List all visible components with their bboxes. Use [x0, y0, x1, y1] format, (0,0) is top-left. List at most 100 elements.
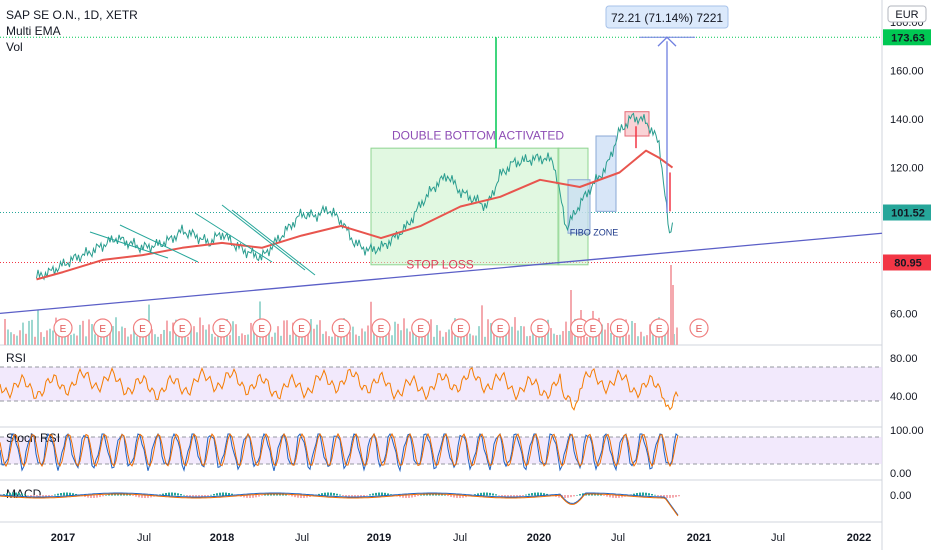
macd-hist-bar: [252, 495, 254, 498]
macd-hist-bar: [201, 495, 203, 498]
earnings-marker: [331, 318, 351, 338]
macd-hist-bar: [33, 495, 35, 498]
volume-bar: [202, 325, 204, 345]
volume-bar: [361, 328, 363, 345]
volume-bar: [205, 329, 207, 345]
earnings-marker: [252, 318, 272, 338]
macd-hist-bar: [96, 495, 98, 498]
volume-bar: [265, 329, 267, 345]
price-label-box: [883, 254, 931, 271]
macd-hist-bar: [540, 492, 542, 496]
macd-hist-bar: [378, 492, 380, 496]
macd-hist-bar: [333, 493, 335, 496]
earnings-marker-label: E: [457, 324, 464, 335]
volume-bar: [517, 330, 519, 345]
macd-hist-bar: [258, 495, 260, 497]
earnings-marker-label: E: [60, 324, 67, 335]
grid: [0, 0, 883, 550]
macd-hist-bar: [657, 495, 659, 497]
volume-bar: [529, 335, 531, 345]
volume-bar: [451, 331, 453, 345]
volume-bar: [76, 335, 78, 345]
volume-bar: [304, 331, 306, 345]
volume-bar: [433, 336, 435, 345]
macd-hist-bar: [357, 495, 359, 498]
stop-loss-label: STOP LOSS: [406, 257, 474, 271]
volume-bar: [595, 332, 597, 345]
macd-hist-bar: [366, 495, 368, 496]
macd-hist-bar: [294, 495, 296, 498]
volume-bar: [136, 336, 138, 345]
volume-bar: [220, 333, 222, 345]
macd-hist-bar: [363, 495, 365, 497]
price-line: [36, 112, 673, 281]
macd-hist-bar: [171, 492, 173, 496]
macd-hist-bar: [384, 492, 386, 496]
macd-y-tick: 0.00: [890, 490, 911, 502]
macd-hist-bar: [348, 495, 350, 498]
macd-hist-bar: [672, 495, 674, 498]
macd-hist-bar: [162, 493, 164, 496]
volume-bar: [292, 322, 294, 345]
volume-bar: [526, 336, 528, 345]
volume-bar: [331, 336, 333, 345]
macd-hist-bar: [639, 492, 641, 496]
macd-hist-bar: [141, 495, 143, 498]
earnings-marker-label: E: [139, 324, 146, 335]
volume-bar: [316, 324, 318, 345]
earnings-marker-label: E: [656, 324, 663, 335]
volume-bar: [568, 330, 570, 345]
volume-bar: [325, 331, 327, 345]
volume-bar: [562, 331, 564, 345]
volume-bar: [43, 336, 45, 345]
volume-bar: [88, 319, 90, 345]
volume-bar: [589, 330, 591, 345]
macd-hist-bar: [606, 495, 608, 497]
volume-bar: [31, 319, 33, 345]
macd-hist-bar: [249, 495, 251, 498]
volume-bar: [535, 336, 537, 345]
volume-bar: [436, 325, 438, 345]
volume-bar: [193, 326, 195, 345]
rsi-y-tick: 40.00: [890, 391, 918, 403]
macd-hist-bar: [87, 495, 89, 498]
volume-bar: [241, 333, 243, 345]
volume-bar: [481, 305, 483, 345]
volume-bar: [151, 329, 153, 345]
macd-hist-bar: [450, 495, 452, 497]
indicator-volume[interactable]: Vol: [6, 40, 23, 54]
indicator-multi-ema[interactable]: Multi EMA: [6, 24, 61, 38]
volume-bar: [340, 334, 342, 345]
macd-hist-bar: [264, 494, 266, 496]
price-label: 173.63: [891, 32, 925, 44]
volume-bar: [328, 336, 330, 345]
earnings-marker: [212, 318, 232, 338]
macd-hist-bar: [495, 494, 497, 496]
macd-hist-bar: [213, 493, 215, 496]
macd-hist-bar: [330, 492, 332, 496]
volume-bar: [373, 332, 375, 345]
macd-hist-bar: [204, 495, 206, 498]
volume-bar: [115, 317, 117, 345]
channel-line: [89, 231, 169, 259]
macd-hist-bar: [354, 495, 356, 498]
macd-hist-bar: [168, 492, 170, 496]
macd-hist-bar: [99, 495, 101, 498]
macd-hist-bar: [621, 495, 623, 498]
macd-hist-bar: [165, 492, 167, 496]
earnings-marker-label: E: [537, 324, 544, 335]
macd-hist-bar: [63, 492, 65, 496]
macd-hist-bar: [423, 493, 425, 496]
volume-bar: [394, 321, 396, 345]
macd-hist-bar: [57, 493, 59, 496]
macd-hist-bar: [222, 492, 224, 496]
volume-bar: [442, 336, 444, 345]
macd-hist-bar: [189, 495, 191, 498]
volume-bar: [637, 336, 639, 345]
indicator-panes: RSI 80.00 40.00 Stoch RSI 100.00 0.00 MACD 0.00: [0, 351, 924, 517]
volume-bar: [298, 335, 300, 345]
volume-bar: [112, 326, 114, 345]
macd-hist-bar: [186, 495, 188, 497]
